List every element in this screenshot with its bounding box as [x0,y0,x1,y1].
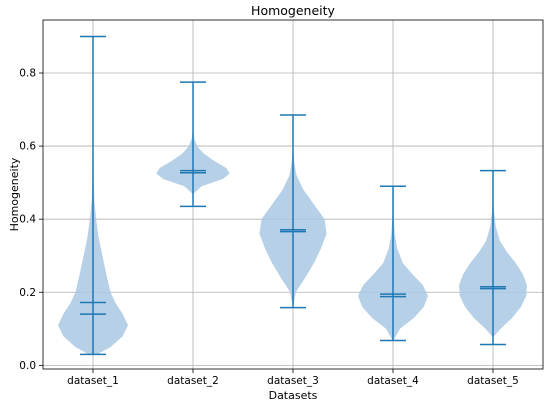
chart-title: Homogeneity [251,3,335,18]
x-tick-label: dataset_5 [467,375,519,387]
violins [58,35,527,356]
x-axis-label: Datasets [269,389,318,402]
y-tick-label: 0.8 [19,67,36,79]
axis-ticks: 0.0 0.2 0.4 0.6 0.8 dataset_1 dataset_2 dataset… [19,67,519,387]
y-tick-label: 0.2 [19,287,36,299]
x-tick-label: dataset_1 [67,375,119,387]
y-tick-label: 0.4 [19,214,36,226]
y-axis-label: Homogeneity [8,157,21,231]
y-tick-label: 0.6 [19,141,36,153]
x-tick-label: dataset_2 [167,375,219,387]
x-tick-label: dataset_3 [267,375,319,387]
y-tick-label: 0.0 [19,360,36,372]
x-tick-label: dataset_4 [367,375,419,387]
